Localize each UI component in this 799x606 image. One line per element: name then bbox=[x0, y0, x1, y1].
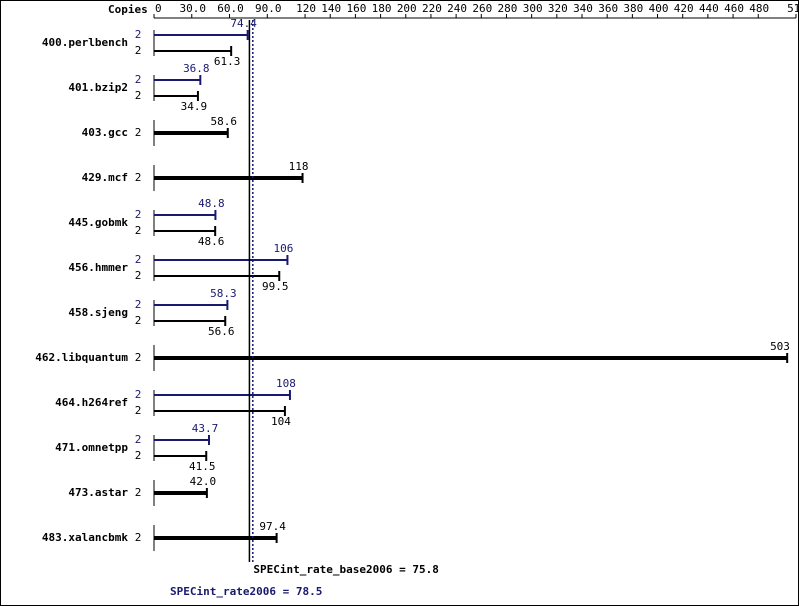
copies-label: 2 bbox=[135, 28, 142, 41]
copies-label: 2 bbox=[135, 208, 142, 221]
x-tick-label: 340 bbox=[573, 2, 593, 15]
x-tick-label: 120 bbox=[296, 2, 316, 15]
copies-label: 2 bbox=[135, 224, 142, 237]
benchmark-label: 456.hmmer bbox=[68, 261, 128, 274]
benchmark-label: 473.astar bbox=[68, 486, 128, 499]
x-tick-label: 300 bbox=[523, 2, 543, 15]
value-label: 48.6 bbox=[198, 235, 225, 248]
x-tick-label: 320 bbox=[548, 2, 568, 15]
reference-label: SPECint_rate2006 = 78.5 bbox=[170, 585, 322, 598]
value-label: 61.3 bbox=[214, 55, 241, 68]
value-label: 108 bbox=[276, 377, 296, 390]
bar bbox=[154, 320, 226, 322]
x-tick-label: 420 bbox=[674, 2, 694, 15]
copies-label: 2 bbox=[135, 171, 142, 184]
benchmark-label: 401.bzip2 bbox=[68, 81, 128, 94]
value-label: 106 bbox=[273, 242, 293, 255]
benchmark-label: 458.sjeng bbox=[68, 306, 128, 319]
x-tick-label: 90.0 bbox=[255, 2, 282, 15]
copies-label: 2 bbox=[135, 449, 142, 462]
bar bbox=[154, 34, 248, 36]
copies-label: 2 bbox=[135, 44, 142, 57]
bar bbox=[154, 131, 228, 135]
bar bbox=[154, 491, 207, 495]
bar bbox=[154, 50, 232, 52]
bar bbox=[154, 214, 216, 216]
value-label: 34.9 bbox=[181, 100, 208, 113]
bar bbox=[154, 259, 288, 261]
value-label: 41.5 bbox=[189, 460, 216, 473]
value-label: 104 bbox=[271, 415, 291, 428]
x-tick-label: 220 bbox=[422, 2, 442, 15]
benchmark-label: 403.gcc bbox=[82, 126, 128, 139]
value-label: 36.8 bbox=[183, 62, 210, 75]
bar bbox=[154, 304, 228, 306]
x-tick-label: 160 bbox=[346, 2, 366, 15]
x-tick-label: 440 bbox=[699, 2, 719, 15]
value-label: 97.4 bbox=[259, 520, 286, 533]
value-label: 56.6 bbox=[208, 325, 235, 338]
copies-label: 2 bbox=[135, 73, 142, 86]
value-label: 99.5 bbox=[262, 280, 289, 293]
copies-label: 2 bbox=[135, 269, 142, 282]
benchmark-label: 445.gobmk bbox=[68, 216, 128, 229]
benchmark-label: 483.xalancbmk bbox=[42, 531, 128, 544]
benchmark-label: 471.omnetpp bbox=[55, 441, 128, 454]
bar bbox=[154, 176, 303, 180]
benchmark-label: 462.libquantum bbox=[35, 351, 128, 364]
x-axis-label: Copies bbox=[108, 3, 148, 16]
x-tick-label: 60.0 bbox=[217, 2, 244, 15]
copies-label: 2 bbox=[135, 531, 142, 544]
value-label: 118 bbox=[289, 160, 309, 173]
copies-label: 2 bbox=[135, 126, 142, 139]
x-tick-label: 460 bbox=[724, 2, 744, 15]
value-label: 42.0 bbox=[190, 475, 217, 488]
copies-label: 2 bbox=[135, 486, 142, 499]
value-label: 58.6 bbox=[211, 115, 238, 128]
x-tick-label: 510 bbox=[787, 2, 799, 15]
reference-label: SPECint_rate_base2006 = 75.8 bbox=[253, 563, 438, 576]
bar bbox=[154, 394, 290, 396]
bar bbox=[154, 95, 198, 97]
copies-label: 2 bbox=[135, 351, 142, 364]
x-tick-label: 360 bbox=[598, 2, 618, 15]
x-tick-label: 140 bbox=[321, 2, 341, 15]
value-label: 43.7 bbox=[192, 422, 219, 435]
value-label: 74.4 bbox=[230, 17, 257, 30]
copies-label: 2 bbox=[135, 314, 142, 327]
bar bbox=[154, 356, 788, 360]
bar bbox=[154, 230, 216, 232]
copies-label: 2 bbox=[135, 298, 142, 311]
bar bbox=[154, 79, 201, 81]
benchmark-label: 400.perlbench bbox=[42, 36, 128, 49]
copies-label: 2 bbox=[135, 404, 142, 417]
copies-label: 2 bbox=[135, 253, 142, 266]
benchmark-label: 464.h264ref bbox=[55, 396, 128, 409]
value-label: 58.3 bbox=[210, 287, 237, 300]
x-tick-label: 380 bbox=[623, 2, 643, 15]
x-tick-label: 280 bbox=[498, 2, 518, 15]
x-tick-label: 240 bbox=[447, 2, 467, 15]
x-tick-label: 480 bbox=[749, 2, 769, 15]
benchmark-label: 429.mcf bbox=[82, 171, 128, 184]
bar bbox=[154, 455, 207, 457]
copies-label: 2 bbox=[135, 388, 142, 401]
bar bbox=[154, 275, 280, 277]
x-tick-label: 180 bbox=[372, 2, 392, 15]
bar bbox=[154, 439, 210, 441]
bar bbox=[154, 536, 277, 540]
x-tick-label: 200 bbox=[397, 2, 417, 15]
value-label: 48.8 bbox=[198, 197, 225, 210]
value-label: 503 bbox=[770, 340, 790, 353]
x-tick-label: 30.0 bbox=[180, 2, 207, 15]
x-tick-label: 260 bbox=[472, 2, 492, 15]
x-tick-label: 400 bbox=[649, 2, 669, 15]
copies-label: 2 bbox=[135, 433, 142, 446]
copies-label: 2 bbox=[135, 89, 142, 102]
x-tick-label: 0 bbox=[155, 2, 162, 15]
bar bbox=[154, 410, 285, 412]
